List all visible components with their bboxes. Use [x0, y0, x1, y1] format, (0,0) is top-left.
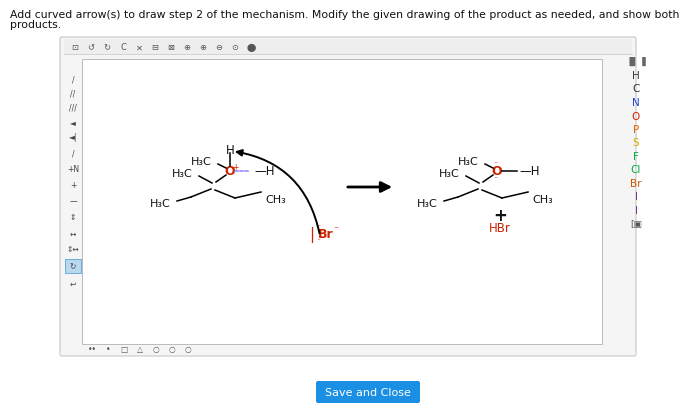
- Text: □: □: [120, 345, 127, 354]
- Text: [▣: [▣: [630, 220, 642, 229]
- Text: O: O: [632, 111, 640, 121]
- Text: ◄|: ◄|: [69, 133, 77, 142]
- Text: ↔: ↔: [70, 229, 76, 238]
- Text: Add curved arrow(s) to draw step 2 of the mechanism. Modify the given drawing of: Add curved arrow(s) to draw step 2 of th…: [10, 10, 680, 20]
- Text: +N: +N: [67, 165, 79, 174]
- Text: ○: ○: [153, 345, 160, 354]
- Text: ▐▌▐: ▐▌▐: [626, 56, 646, 65]
- Text: ⊡: ⊡: [71, 43, 78, 52]
- Text: +: +: [232, 163, 238, 172]
- Text: H₃C: H₃C: [440, 169, 460, 179]
- Text: —H: —H: [519, 165, 540, 178]
- Text: H₃C: H₃C: [150, 198, 171, 209]
- Text: H₃C: H₃C: [191, 157, 212, 166]
- Text: products.: products.: [10, 20, 61, 30]
- Text: |: |: [309, 227, 314, 243]
- Text: I: I: [634, 192, 638, 202]
- Text: H₃C: H₃C: [458, 157, 479, 166]
- Text: +: +: [493, 207, 507, 225]
- Text: S: S: [633, 138, 639, 148]
- Text: △: △: [137, 345, 143, 354]
- FancyBboxPatch shape: [316, 381, 420, 403]
- Text: ○: ○: [169, 345, 175, 354]
- Text: ⊟: ⊟: [151, 43, 158, 52]
- Text: Br: Br: [630, 179, 642, 189]
- Text: ↻: ↻: [70, 262, 76, 271]
- Text: ◄: ◄: [70, 118, 76, 127]
- Text: C: C: [632, 84, 640, 94]
- Text: ↩: ↩: [70, 279, 76, 288]
- Text: H: H: [225, 144, 234, 157]
- Text: ✕: ✕: [136, 43, 143, 52]
- Text: //: //: [71, 89, 76, 98]
- Text: —: —: [69, 197, 77, 206]
- Text: ••: ••: [88, 345, 97, 354]
- Text: H: H: [632, 71, 640, 81]
- Text: ⊕: ⊕: [183, 43, 190, 52]
- Text: ⁻: ⁻: [333, 225, 339, 234]
- Text: +: +: [70, 181, 76, 190]
- Text: N: N: [632, 98, 640, 108]
- Text: ⊖: ⊖: [216, 43, 223, 52]
- Bar: [65, 259, 81, 273]
- Text: /: /: [71, 149, 74, 158]
- Text: ⬤: ⬤: [246, 43, 256, 52]
- Text: ↻: ↻: [104, 43, 111, 52]
- Text: P: P: [633, 125, 639, 135]
- Text: ⊠: ⊠: [167, 43, 174, 52]
- Text: CH₃: CH₃: [532, 195, 553, 204]
- Text: ○: ○: [185, 345, 191, 354]
- Text: ⇕: ⇕: [70, 213, 76, 222]
- Text: H₃C: H₃C: [417, 198, 438, 209]
- Text: I: I: [634, 205, 638, 216]
- Bar: [64, 40, 632, 55]
- Text: H₃C: H₃C: [172, 169, 193, 179]
- Text: ··: ··: [316, 236, 321, 245]
- Text: O: O: [225, 165, 235, 178]
- FancyBboxPatch shape: [60, 38, 636, 356]
- Text: /: /: [71, 75, 74, 84]
- Text: C: C: [120, 43, 126, 52]
- Text: F: F: [633, 152, 639, 162]
- Text: Br: Br: [318, 228, 334, 241]
- Text: ⊙: ⊙: [232, 43, 239, 52]
- Text: —H: —H: [254, 165, 274, 178]
- Text: ··: ··: [494, 159, 498, 168]
- Text: ⊕: ⊕: [199, 43, 206, 52]
- Bar: [82, 60, 602, 344]
- Text: Cl: Cl: [631, 165, 641, 175]
- Text: •: •: [106, 345, 111, 354]
- Text: Save and Close: Save and Close: [325, 387, 411, 397]
- Text: O: O: [491, 165, 503, 178]
- Text: ↺: ↺: [88, 43, 94, 52]
- Text: ··: ··: [494, 174, 498, 183]
- Text: CH₃: CH₃: [265, 195, 286, 204]
- Text: HBr: HBr: [489, 222, 511, 235]
- Text: ··: ··: [316, 222, 321, 231]
- Text: ⇕↔: ⇕↔: [66, 245, 79, 254]
- Text: ///: ///: [69, 103, 77, 112]
